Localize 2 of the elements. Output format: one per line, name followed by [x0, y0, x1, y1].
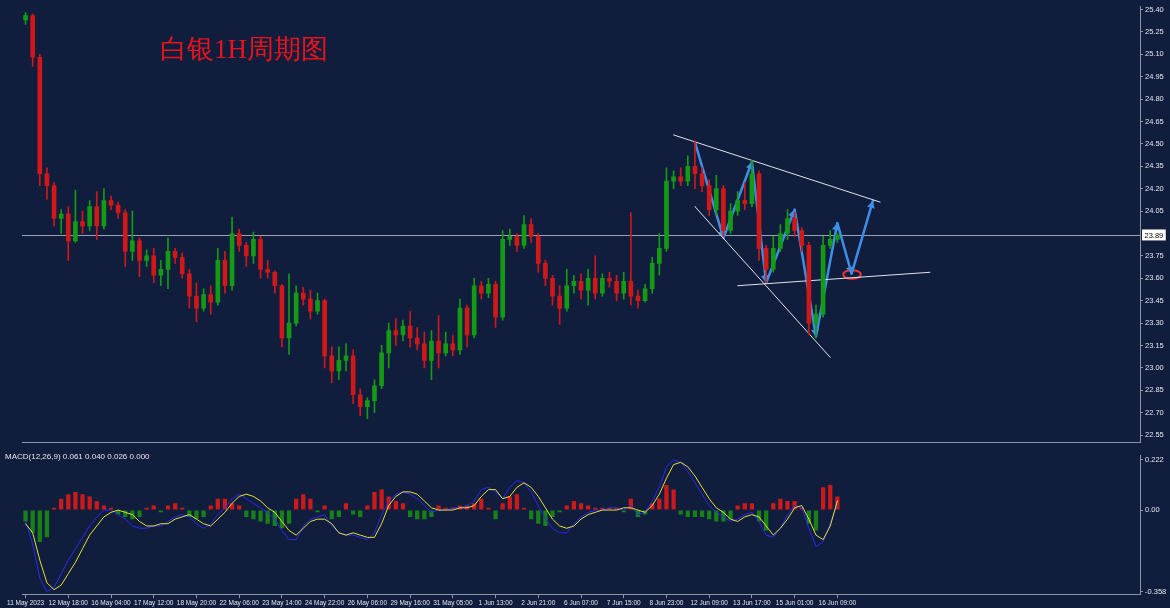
chart-title: MACD(12,26,9) 0.061 0.040 0.026 0.000 — [5, 452, 150, 462]
text: 白银1H周期图 — [160, 34, 328, 66]
